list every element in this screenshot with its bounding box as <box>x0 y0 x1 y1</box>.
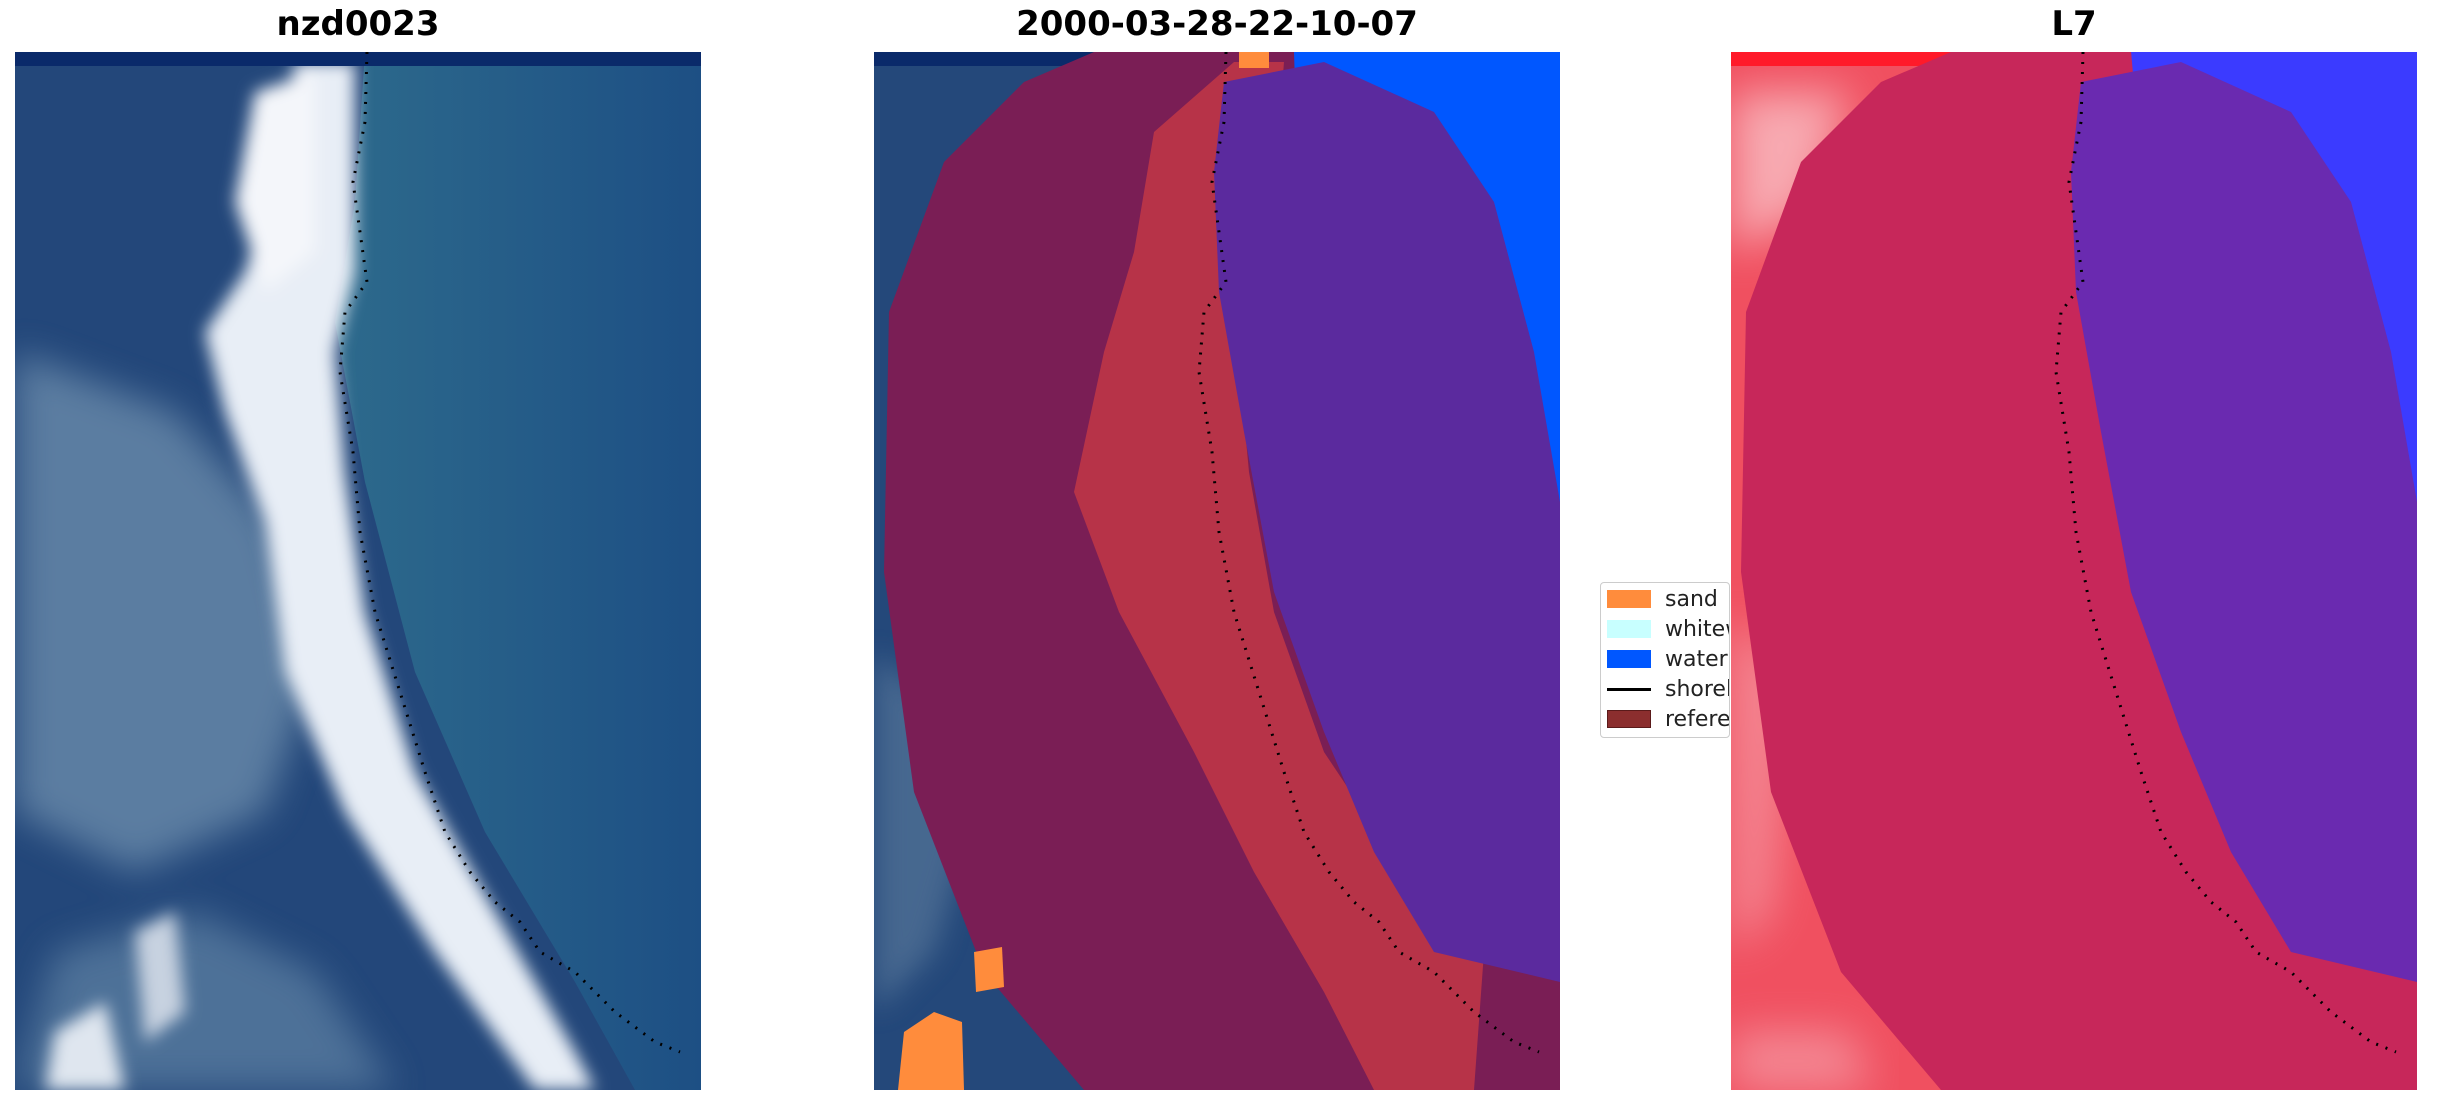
whitewater-swatch <box>1607 620 1651 638</box>
legend-item-shoreline: shoreline <box>1607 676 1729 702</box>
rgb-image-panel <box>15 52 701 1090</box>
panel-title-index: L7 <box>2051 4 2097 44</box>
sand-swatch <box>1607 590 1651 608</box>
water-swatch <box>1607 650 1651 668</box>
index-image <box>1731 52 2417 1090</box>
rgb-image <box>15 52 701 1090</box>
classified-image <box>874 52 1560 1090</box>
panel-title-classified: 2000-03-28-22-10-07 <box>1016 4 1418 44</box>
panel-title-rgb: nzd0023 <box>276 4 440 44</box>
classified-image-panel <box>874 52 1560 1090</box>
reference-buffer-swatch <box>1607 710 1651 728</box>
legend-item-sand: sand <box>1607 586 1718 612</box>
shoreline-line-swatch <box>1607 687 1651 691</box>
legend-item-reference-buffer: reference shoreline buffer <box>1607 706 1729 732</box>
legend-item-water: water <box>1607 646 1728 672</box>
index-image-panel <box>1731 52 2417 1090</box>
